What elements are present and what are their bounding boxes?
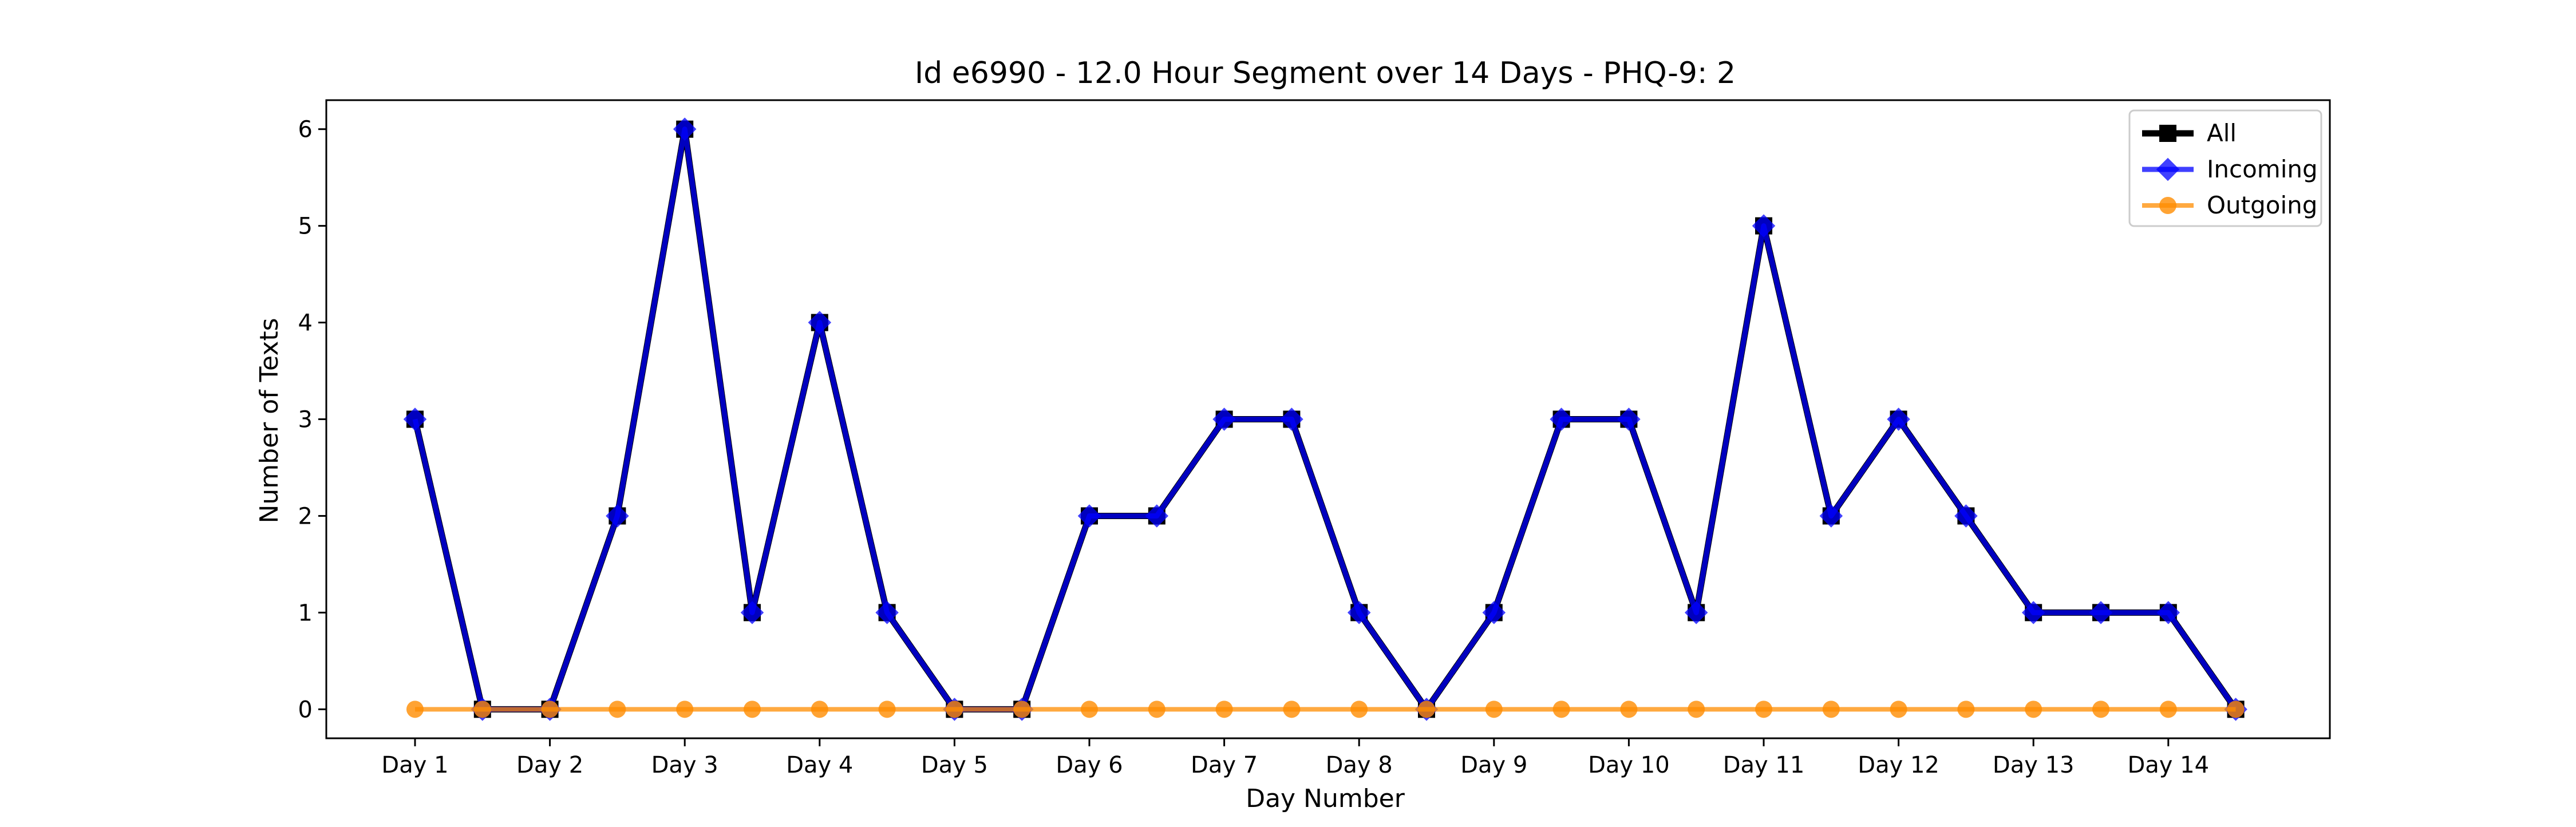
y-tick-label: 5 (298, 213, 313, 240)
y-tick-label: 0 (298, 697, 313, 723)
data-point-outgoing (1013, 701, 1031, 718)
data-point-incoming (2156, 601, 2180, 624)
legend-marker-outgoing (2159, 197, 2176, 214)
data-point-incoming (1212, 407, 1236, 431)
x-tick-label: Day 3 (651, 752, 718, 778)
x-tick-label: Day 13 (1993, 752, 2075, 778)
data-point-incoming (740, 601, 764, 624)
y-tick-label: 4 (298, 310, 313, 337)
data-point-incoming (673, 117, 697, 141)
series-line-all (412, 126, 2239, 713)
legend: All Incoming Outgoing (2128, 109, 2322, 227)
x-axis-label: Day Number (1246, 784, 1405, 813)
x-tick-label: Day 1 (381, 752, 448, 778)
data-point-incoming (1887, 407, 1910, 431)
data-point-outgoing (609, 701, 626, 718)
data-point-outgoing (676, 701, 694, 718)
data-point-outgoing (1957, 701, 1975, 718)
x-tick-label: Day 6 (1056, 752, 1123, 778)
legend-label-outgoing: Outgoing (2207, 191, 2317, 219)
x-tick-label: Day 11 (1723, 752, 1805, 778)
data-point-outgoing (1755, 701, 1772, 718)
data-point-outgoing (811, 701, 828, 718)
x-tick-label: Day 10 (1588, 752, 1670, 778)
data-point-outgoing (1215, 701, 1233, 718)
data-point-incoming (1550, 407, 1573, 431)
data-point-outgoing (473, 701, 491, 718)
series-all (406, 120, 2245, 718)
data-point-outgoing (1081, 701, 1098, 718)
data-point-incoming (1482, 601, 1506, 624)
data-point-outgoing (1283, 701, 1301, 718)
data-point-outgoing (1148, 701, 1165, 718)
data-point-incoming (606, 504, 629, 528)
data-point-outgoing (406, 701, 424, 718)
data-point-outgoing (1485, 701, 1503, 718)
y-tick-label: 3 (298, 407, 313, 433)
data-point-outgoing (2227, 701, 2245, 718)
x-tick-label: Day 8 (1326, 752, 1393, 778)
data-point-outgoing (1688, 701, 1705, 718)
x-tick-label: Day 2 (516, 752, 583, 778)
y-axis-label: Number of Texts (255, 318, 284, 523)
series-incoming (403, 117, 2247, 721)
data-point-outgoing (878, 701, 896, 718)
data-point-outgoing (2159, 701, 2177, 718)
data-point-incoming (1752, 214, 1776, 238)
chart-title: Id e6990 - 12.0 Hour Segment over 14 Day… (915, 56, 1736, 90)
data-point-incoming (875, 601, 899, 624)
data-point-incoming (2021, 601, 2045, 624)
data-point-outgoing (1418, 701, 1435, 718)
data-point-incoming (1684, 601, 1708, 624)
data-point-outgoing (1620, 701, 1638, 718)
data-point-incoming (2089, 601, 2113, 624)
x-tick-label: Day 9 (1460, 752, 1527, 778)
x-tick-label: Day 7 (1191, 752, 1258, 778)
legend-marker-all (2159, 125, 2176, 142)
data-point-incoming (1280, 407, 1303, 431)
data-point-outgoing (744, 701, 761, 718)
data-point-outgoing (1552, 701, 1570, 718)
legend-label-incoming: Incoming (2207, 155, 2318, 183)
data-point-outgoing (2092, 701, 2109, 718)
data-point-incoming (1077, 504, 1101, 528)
x-tick-label: Day 5 (921, 752, 988, 778)
data-point-outgoing (946, 701, 963, 718)
data-point-incoming (808, 311, 832, 334)
legend-marker-incoming (2156, 157, 2180, 181)
y-tick-label: 6 (298, 117, 313, 143)
legend-box (2128, 109, 2322, 227)
y-tick-label: 2 (298, 503, 313, 529)
data-point-incoming (1145, 504, 1169, 528)
data-point-incoming (403, 407, 427, 431)
x-tick-label: Day 4 (786, 752, 853, 778)
data-point-outgoing (541, 701, 559, 718)
data-point-incoming (1347, 601, 1371, 624)
x-tick-label: Day 14 (2127, 752, 2209, 778)
series-line-incoming (412, 126, 2238, 712)
plot-frame (325, 99, 2331, 739)
data-point-outgoing (1890, 701, 1907, 718)
y-tick-label: 1 (298, 600, 313, 626)
series-outgoing (406, 701, 2245, 718)
data-point-incoming (1617, 407, 1641, 431)
data-point-incoming (1819, 504, 1843, 528)
data-point-outgoing (1350, 701, 1368, 718)
plot-area: 0 1 2 3 4 5 6 Day 1 Day 2 Day 3 Day 4 Day 5 Day 6 Day… (298, 99, 2331, 778)
x-tick-label: Day 12 (1858, 752, 1939, 778)
data-point-incoming (1954, 504, 1978, 528)
data-point-outgoing (1822, 701, 1840, 718)
data-point-outgoing (2025, 701, 2042, 718)
legend-label-all: All (2207, 119, 2237, 147)
